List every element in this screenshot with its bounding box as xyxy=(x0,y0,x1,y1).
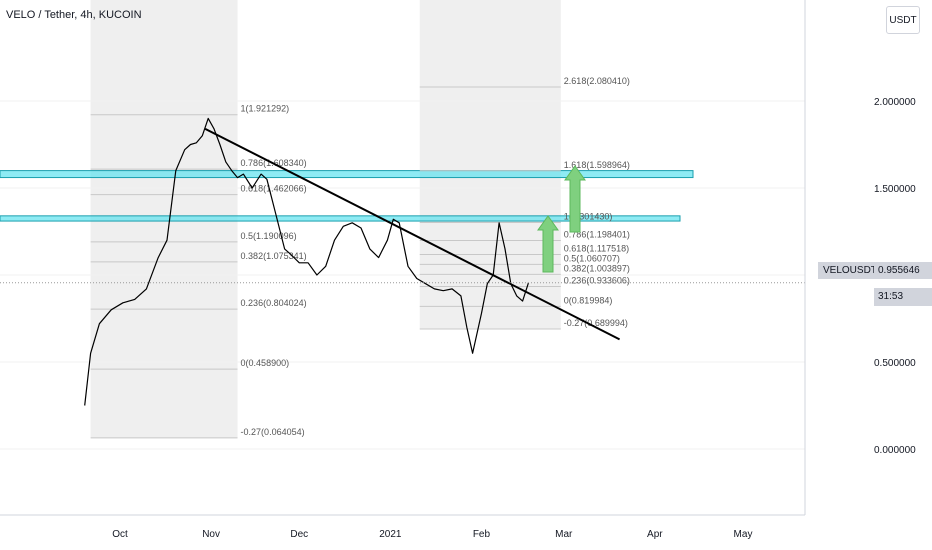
x-tick-label: Apr xyxy=(647,529,663,540)
current-price-label: 0.955646 xyxy=(874,262,932,279)
fib-right-level-label: 0.786(1.198401) xyxy=(564,229,630,239)
fib-right-level-label: 0(0.819984) xyxy=(564,295,613,305)
fib-right-level-label: 0.382(1.003897) xyxy=(564,263,630,273)
fib-left-level-label: -0.27(0.064054) xyxy=(241,427,305,437)
fib-right-level-label: 0.618(1.117518) xyxy=(564,244,629,254)
fib-right-level-label: 1.618(1.598964) xyxy=(564,160,630,170)
y-tick-label: 0.000000 xyxy=(874,445,916,456)
currency-button[interactable]: USDT xyxy=(886,6,920,34)
fib-right-level-label: 1(1.301430) xyxy=(564,212,613,222)
fib-right-level-label: 2.618(2.080410) xyxy=(564,76,630,86)
up-arrow-large xyxy=(564,165,586,233)
resistance-zone xyxy=(0,215,681,222)
fib-left-level-label: 0.5(1.190096) xyxy=(241,231,297,241)
resistance-zone xyxy=(0,170,694,179)
x-tick-label: Dec xyxy=(290,529,308,540)
y-tick-label: 0.500000 xyxy=(874,358,916,369)
fib-left-level-label: 1(1.921292) xyxy=(241,104,290,114)
up-arrow-small xyxy=(537,215,559,273)
trendline xyxy=(204,127,621,341)
fib-right-level-label: 0.5(1.060707) xyxy=(564,253,620,263)
x-tick-label: Feb xyxy=(473,529,491,540)
y-tick-label: 2.000000 xyxy=(874,97,916,108)
fib-left-level-label: 0.236(0.804024) xyxy=(241,298,307,308)
fib-left-level-label: 0.382(1.075341) xyxy=(241,251,307,261)
fib-right-level-label: -0.27(0.689994) xyxy=(564,318,628,328)
price-series-line xyxy=(84,117,530,406)
fib-right-level-label: 0.236(0.933606) xyxy=(564,276,630,286)
fib-left-level-label: 0(0.458900) xyxy=(241,358,290,368)
x-tick-label: 2021 xyxy=(379,529,402,540)
x-tick-label: Mar xyxy=(555,529,573,540)
fib-left-level-label: 0.618(1.462066) xyxy=(241,184,307,194)
x-tick-label: Nov xyxy=(202,529,220,540)
x-tick-label: May xyxy=(734,529,753,540)
symbol-price-label: VELOUSDT xyxy=(818,262,882,279)
y-tick-label: 1.500000 xyxy=(874,184,916,195)
chart-title: VELO / Tether, 4h, KUCOIN xyxy=(6,9,142,21)
x-tick-label: Oct xyxy=(112,529,128,540)
bar-countdown-label: 31:53 xyxy=(874,288,932,306)
